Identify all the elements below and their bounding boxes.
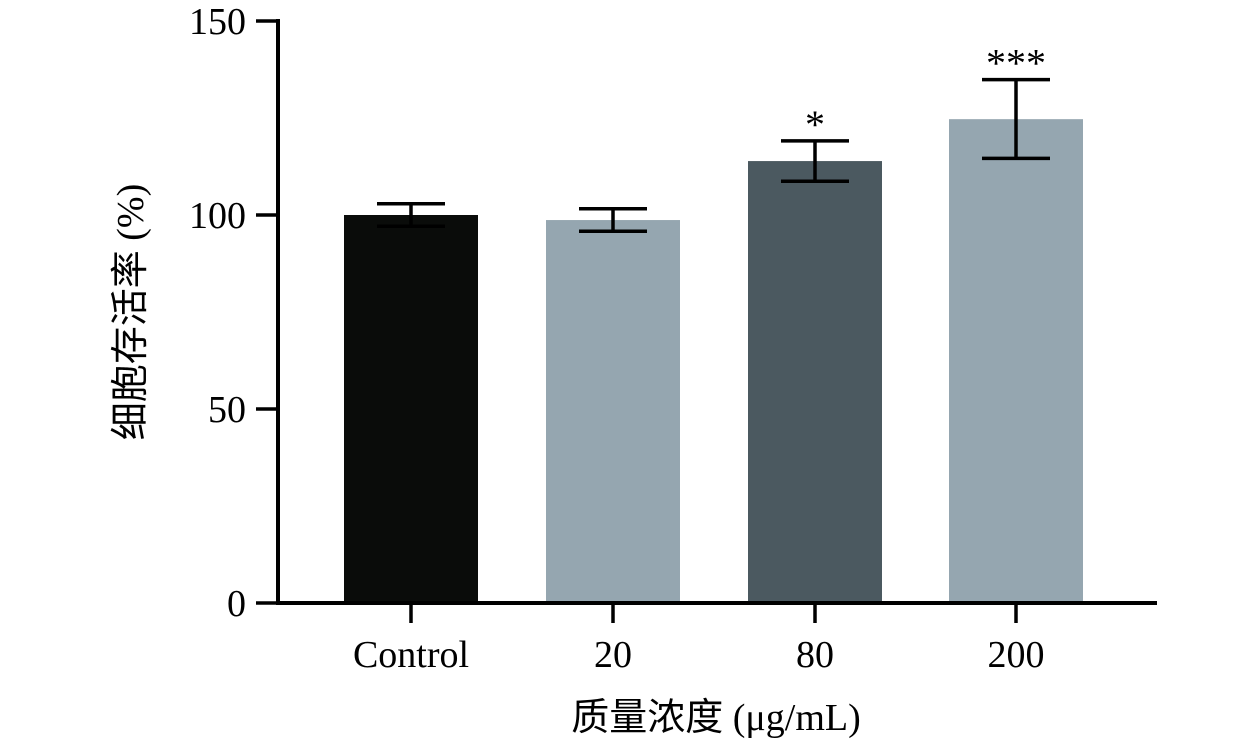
x-axis-label: 质量浓度 (μg/mL)	[571, 697, 861, 739]
bar-80	[748, 161, 882, 603]
y-tick-label: 0	[227, 583, 246, 625]
x-tick-label: Control	[353, 634, 469, 676]
bars-layer	[344, 119, 1083, 603]
y-ticks: 0 50 100 150	[189, 1, 278, 625]
x-tick-label: 200	[988, 634, 1045, 676]
y-tick-label: 50	[208, 389, 246, 431]
bar-20	[546, 220, 680, 603]
x-ticks: Control 20 80 200	[353, 603, 1045, 676]
y-axis-label: 细胞存活率 (%)	[110, 184, 152, 440]
significance-label: *	[805, 102, 825, 147]
x-tick-label: 80	[796, 634, 834, 676]
y-tick-label: 100	[189, 195, 246, 237]
error-bars-layer: ****	[377, 41, 1050, 234]
y-tick-label: 150	[189, 1, 246, 43]
bar-200	[949, 119, 1083, 603]
x-tick-label: 20	[594, 634, 632, 676]
significance-label: ***	[986, 41, 1046, 86]
bar-Control	[344, 215, 478, 603]
